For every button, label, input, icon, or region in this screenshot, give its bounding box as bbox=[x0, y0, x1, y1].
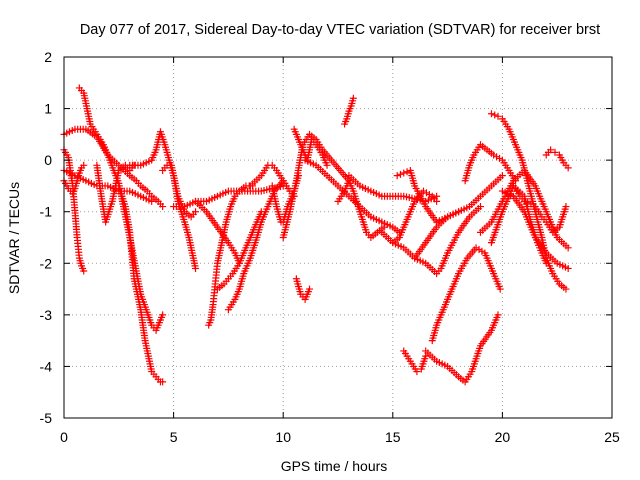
series-track-06 bbox=[93, 161, 138, 226]
plot-frame bbox=[63, 56, 613, 419]
y-tick-label: -1 bbox=[40, 204, 53, 220]
series-track-11 bbox=[205, 182, 257, 329]
series-track-02 bbox=[60, 146, 88, 275]
y-tick-label: -5 bbox=[40, 410, 53, 426]
data-point bbox=[562, 285, 570, 293]
x-tick-label: 25 bbox=[604, 429, 620, 445]
chart-title: Day 077 of 2017, Sidereal Day-to-day VTE… bbox=[80, 22, 600, 38]
y-tick-labels: -5 -4 -3 -2 -1 0 1 2 bbox=[40, 49, 53, 426]
data-point bbox=[192, 264, 200, 272]
y-axis-label: SDTVAR / TECUs bbox=[6, 182, 22, 294]
data-point bbox=[380, 223, 388, 231]
series-track-18 bbox=[290, 125, 331, 169]
data-point bbox=[562, 203, 570, 211]
series-track-19 bbox=[292, 275, 314, 303]
data-point bbox=[159, 203, 167, 211]
data-point bbox=[159, 378, 167, 386]
data-point bbox=[547, 146, 555, 154]
series-track-21 bbox=[341, 94, 357, 128]
data-point bbox=[413, 368, 421, 376]
data-point bbox=[524, 199, 532, 207]
data-point bbox=[393, 172, 401, 180]
x-axis-label: GPS time / hours bbox=[281, 458, 388, 474]
series-track-15 bbox=[246, 161, 298, 200]
data-point bbox=[192, 208, 200, 216]
y-tick-label: -3 bbox=[40, 307, 53, 323]
series-track-30 bbox=[411, 172, 506, 262]
series-track-09 bbox=[159, 161, 200, 272]
data-point bbox=[476, 203, 484, 211]
series-track-14 bbox=[224, 177, 287, 314]
x-tick-label: 10 bbox=[275, 429, 291, 445]
data-point bbox=[80, 267, 88, 275]
series-track-25 bbox=[389, 203, 484, 278]
data-point bbox=[148, 197, 156, 205]
data-point bbox=[433, 197, 441, 205]
series-track-10 bbox=[170, 182, 287, 211]
data-point bbox=[494, 112, 502, 120]
data-point bbox=[551, 148, 559, 156]
y-tick-label: 0 bbox=[44, 152, 52, 168]
data-point bbox=[564, 264, 572, 272]
data-point bbox=[400, 169, 408, 177]
data-points bbox=[60, 84, 572, 386]
x-tick-label: 5 bbox=[170, 429, 178, 445]
data-point bbox=[542, 259, 550, 267]
series-track-36 bbox=[509, 182, 570, 236]
data-point bbox=[527, 200, 535, 208]
data-point bbox=[80, 161, 88, 169]
axis-ticks bbox=[63, 56, 613, 419]
data-point bbox=[498, 172, 506, 180]
y-tick-label: 2 bbox=[44, 49, 52, 65]
y-tick-label: -2 bbox=[40, 255, 53, 271]
y-tick-label: 1 bbox=[44, 101, 52, 117]
series-track-29 bbox=[428, 244, 504, 345]
data-point bbox=[496, 285, 504, 293]
data-point bbox=[159, 311, 167, 319]
series-track-28 bbox=[422, 311, 502, 386]
series-track-13 bbox=[213, 208, 265, 293]
data-point bbox=[349, 94, 357, 102]
data-point bbox=[306, 285, 314, 293]
series-track-04 bbox=[75, 84, 167, 211]
data-point bbox=[491, 111, 499, 119]
data-point bbox=[396, 170, 404, 178]
data-point bbox=[520, 197, 528, 205]
x-tick-labels: 0 5 10 15 20 25 bbox=[60, 429, 620, 445]
data-point bbox=[323, 161, 331, 169]
x-tick-label: 15 bbox=[385, 429, 401, 445]
x-tick-label: 0 bbox=[60, 429, 68, 445]
data-point bbox=[403, 168, 411, 176]
data-point bbox=[564, 164, 572, 172]
x-tick-label: 20 bbox=[495, 429, 511, 445]
data-point bbox=[564, 244, 572, 252]
data-point bbox=[494, 311, 502, 319]
series-track-07 bbox=[115, 182, 167, 386]
y-tick-label: -4 bbox=[40, 358, 53, 374]
series-track-37 bbox=[542, 146, 572, 172]
data-point bbox=[487, 110, 495, 118]
